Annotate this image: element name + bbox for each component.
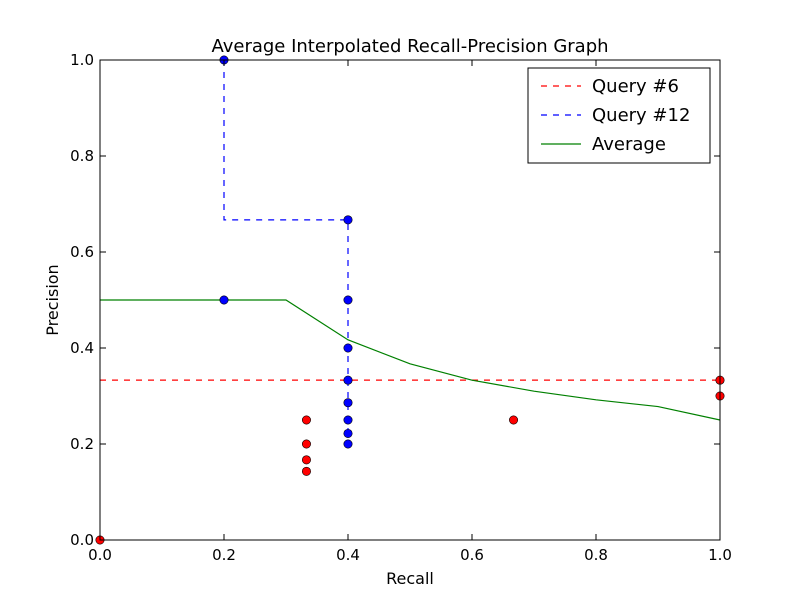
y-tick-label: 0.2	[70, 435, 94, 453]
x-tick-label: 0.4	[336, 546, 360, 564]
data-point-query-12	[343, 415, 353, 425]
data-point-query-12	[343, 215, 353, 225]
plot-frame	[99, 59, 721, 541]
y-tick-label: 1.0	[70, 51, 94, 69]
data-point-query-6	[301, 439, 311, 449]
x-tick-label: 0.6	[460, 546, 484, 564]
data-point-query-12	[343, 295, 353, 305]
y-tick-label: 0.8	[70, 147, 94, 165]
x-tick-label: 0.2	[212, 546, 236, 564]
legend-label-average: Average	[592, 134, 666, 155]
series-line-query-12	[223, 60, 349, 444]
legend-label-query-6: Query #6	[592, 76, 679, 97]
x-axis-label: Recall	[386, 569, 434, 588]
y-tick-label: 0.6	[70, 243, 94, 261]
series-line-average	[100, 299, 721, 421]
y-tick-label: 0.0	[70, 531, 94, 549]
chart-title: Average Interpolated Recall-Precision Gr…	[211, 36, 608, 57]
data-point-query-6	[301, 415, 311, 425]
data-point-query-12	[343, 343, 353, 353]
data-point-query-6	[301, 455, 311, 465]
legend: Query #6 Query #12 Average	[527, 67, 711, 164]
data-point-query-12	[219, 295, 229, 305]
axis-ticks: 0.0 0.2 0.4 0.6 0.8 1.0 0.0 0.2 0.4 0.6 0.8 1.0	[70, 51, 732, 564]
data-point-query-12	[343, 375, 353, 385]
data-point-query-6	[301, 466, 311, 476]
y-axis-label: Precision	[43, 264, 62, 335]
x-tick-label: 0.8	[584, 546, 608, 564]
x-tick-label: 1.0	[708, 546, 732, 564]
data-point-query-6	[509, 415, 519, 425]
data-point-query-12	[343, 439, 353, 449]
y-tick-label: 0.4	[70, 339, 94, 357]
legend-label-query-12: Query #12	[592, 105, 690, 126]
data-point-query-12	[343, 428, 353, 438]
data-point-query-12	[343, 398, 353, 408]
x-tick-label: 0.0	[88, 546, 112, 564]
